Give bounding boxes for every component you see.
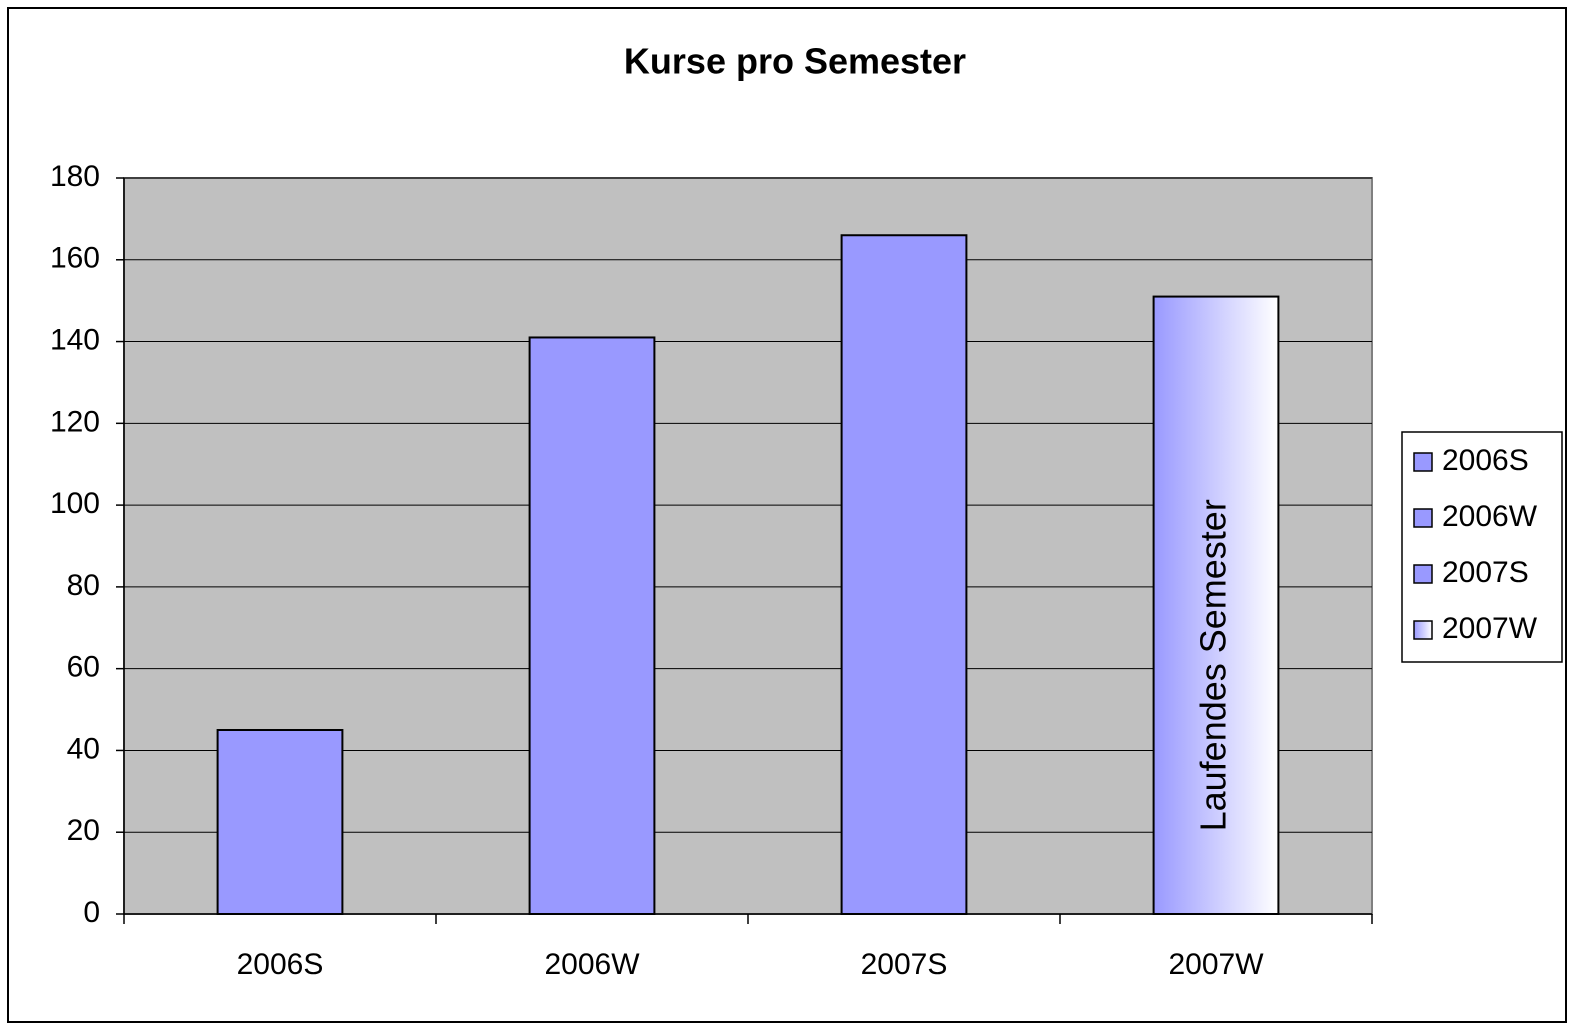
x-tick-label: 2007S — [861, 948, 948, 981]
legend-swatch — [1413, 620, 1433, 640]
annotation: Laufendes Semester — [1193, 499, 1234, 831]
bar — [840, 234, 968, 915]
y-tick-label: 60 — [67, 651, 100, 684]
legend-swatch — [1413, 452, 1433, 472]
y-tick-label: 0 — [83, 896, 100, 929]
chart-title: Kurse pro Semester — [624, 41, 966, 82]
x-tick-label: 2006W — [544, 948, 640, 981]
legend-label: 2007W — [1442, 612, 1538, 645]
y-tick-label: 160 — [50, 242, 100, 275]
bar — [216, 729, 344, 915]
bar — [528, 336, 656, 915]
y-tick-label: 120 — [50, 405, 100, 438]
x-tick-label: 2007W — [1168, 948, 1264, 981]
y-tick-label: 180 — [50, 160, 100, 193]
legend-label: 2006S — [1442, 444, 1529, 477]
y-tick-label: 40 — [67, 732, 100, 765]
x-tick-label: 2006S — [237, 948, 324, 981]
bar — [1152, 295, 1280, 916]
y-tick-label: 80 — [67, 569, 100, 602]
y-tick-label: 100 — [50, 487, 100, 520]
legend-label: 2006W — [1442, 500, 1538, 533]
legend-label: 2007S — [1442, 556, 1529, 589]
y-tick-label: 20 — [67, 814, 100, 847]
y-tick-label: 140 — [50, 323, 100, 356]
legend-swatch — [1413, 564, 1433, 584]
legend-swatch — [1413, 508, 1433, 528]
